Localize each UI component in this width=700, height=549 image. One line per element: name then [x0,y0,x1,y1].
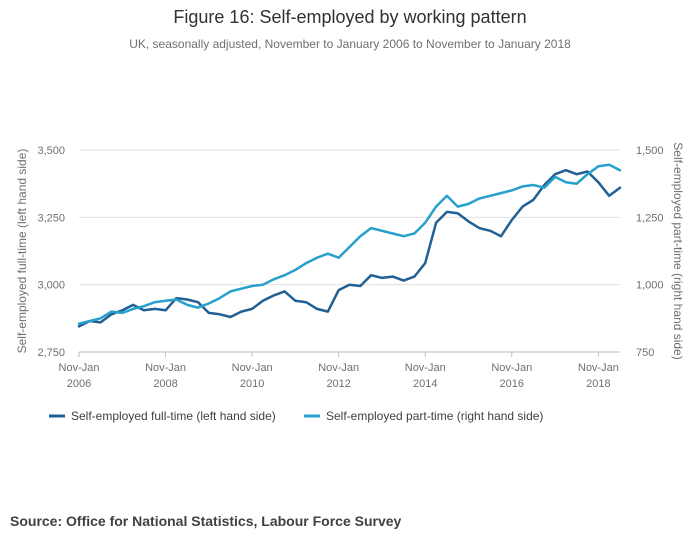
series-lines [77,163,622,328]
x-tick-label: Nov-Jan [232,362,273,374]
x-tick-label: Nov-Jan [405,362,446,374]
y-axis-title: Self-employed full-time (left hand side) [15,149,29,354]
gridlines [79,149,620,286]
y-tick-label: 3,250 [37,212,65,224]
y2-tick-label: 1,000 [636,280,664,292]
y-tick-label: 3,500 [37,145,65,157]
y2-axis-title: Self-employed part-time (right hand side… [671,142,685,359]
x-tick-label: 2012 [326,378,350,390]
legend: Self-employed full-time (left hand side)… [49,409,543,423]
legend-label-full-time: Self-employed full-time (left hand side) [71,409,276,423]
y-tick-label: 3,000 [37,280,65,292]
series-line-part-time [77,163,622,325]
x-tick-label: 2008 [153,378,177,390]
x-tick-label: 2014 [413,378,437,390]
x-tick-label: 2010 [240,378,264,390]
source-note: Source: Office for National Statistics, … [10,513,402,529]
x-tick-label: Nov-Jan [491,362,532,374]
x-tick-label: Nov-Jan [59,362,100,374]
chart-title: Figure 16: Self-employed by working patt… [173,7,527,27]
chart-subtitle: UK, seasonally adjusted, November to Jan… [129,37,571,51]
y2-tick-label: 1,500 [636,145,664,157]
legend-label-part-time: Self-employed part-time (right hand side… [326,409,543,423]
series-line-full-time [77,168,622,328]
axes: 2,750 750 3,000 1,000 3,250 1,250 3,500 1,500 No… [37,145,663,390]
x-tick-label: 2018 [586,378,610,390]
x-tick-label: 2016 [500,378,524,390]
x-tick-label: Nov-Jan [578,362,619,374]
x-tick-label: 2006 [67,378,91,390]
y2-tick-label: 1,250 [636,212,664,224]
y-tick-label: 2,750 [37,347,65,359]
x-tick-label: Nov-Jan [145,362,186,374]
y2-tick-label: 750 [636,347,654,359]
x-tick-label: Nov-Jan [318,362,359,374]
